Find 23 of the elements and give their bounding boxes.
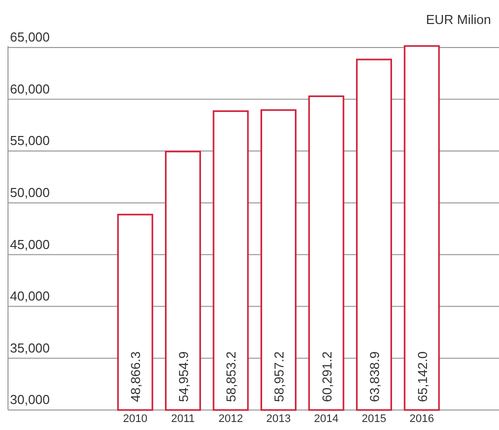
x-tick-label: 2016 [410, 413, 434, 425]
data-label: 65,142.0 [414, 351, 430, 402]
y-tick-label: 30,000 [10, 392, 50, 408]
y-tick-label: 35,000 [10, 340, 50, 356]
data-label: 60,291.2 [319, 351, 334, 402]
y-tick-label: 65,000 [10, 30, 50, 45]
data-label: 54,954.9 [176, 351, 191, 402]
y-tick-label: 45,000 [10, 236, 50, 252]
data-label: 58,957.2 [272, 351, 286, 402]
y-tick-label: 60,000 [10, 81, 50, 96]
data-label: 63,838.9 [367, 351, 382, 402]
x-tick-label: 2013 [266, 413, 291, 425]
x-tick-label: 2011 [171, 413, 195, 425]
x-tick-label: 2015 [362, 413, 386, 425]
data-label: 48,866.3 [128, 351, 144, 402]
x-tick-label: 2012 [218, 413, 243, 425]
x-tick-label: 2010 [122, 413, 148, 425]
data-label: 58,853.2 [224, 351, 239, 402]
y-tick-label: 50,000 [10, 184, 50, 200]
y-axis-title: EUR Milion [426, 12, 491, 27]
y-tick-label: 55,000 [10, 133, 50, 148]
x-tick-label: 2014 [314, 413, 339, 425]
y-tick-label: 40,000 [10, 288, 50, 304]
